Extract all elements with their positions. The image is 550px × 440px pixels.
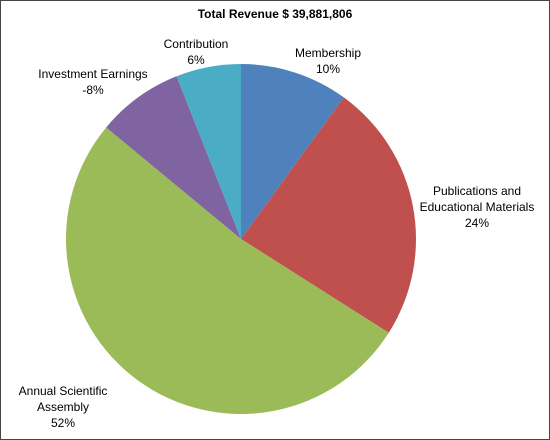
value-label: 52% [50,416,76,430]
slice-label: Membership 10% [283,45,373,77]
chart-title: Total Revenue $ 39,881,806 [197,7,353,21]
pie-slice [241,64,344,239]
pie-slice [176,64,241,239]
value-label: 10% [315,62,341,76]
category-label: Membership [294,46,362,60]
pie-slice [241,97,416,333]
category-label: Contribution [163,37,229,51]
value-label: 6% [187,53,205,67]
pie-slice [106,76,241,239]
slice-label: Annual Scientific Assembly 52% [13,383,113,431]
slice-label: Contribution 6% [151,36,241,68]
slice-label: Investment Earnings -8% [23,66,163,98]
value-label: 24% [464,216,490,230]
slice-label: Publications and Educational Materials 24… [412,183,542,231]
category-label: Publications and Educational Materials [419,184,535,214]
category-label: Annual Scientific Assembly [18,384,108,414]
pie-slice [65,127,389,415]
value-label: -8% [82,83,104,97]
category-label: Investment Earnings [38,67,148,81]
